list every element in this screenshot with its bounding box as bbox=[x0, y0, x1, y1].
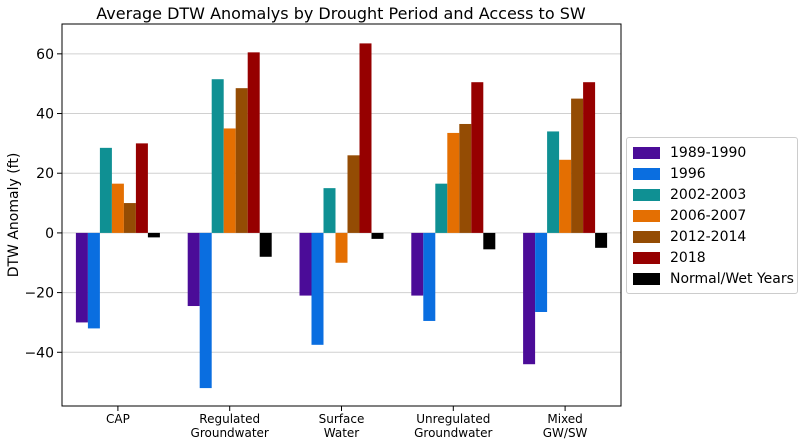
bar bbox=[199, 232, 212, 389]
bar bbox=[187, 232, 200, 307]
bar bbox=[123, 203, 136, 233]
legend-label: 1989-1990 bbox=[670, 144, 747, 161]
legend-swatch bbox=[633, 230, 660, 243]
bar bbox=[459, 123, 472, 233]
y-tick-label: 0 bbox=[45, 226, 54, 242]
bar bbox=[75, 232, 88, 323]
bar bbox=[135, 143, 148, 233]
bar bbox=[259, 232, 272, 257]
bar bbox=[547, 131, 560, 233]
y-tick-label: −20 bbox=[24, 286, 54, 302]
y-tick-label: −40 bbox=[24, 345, 54, 361]
bar bbox=[323, 188, 336, 233]
bar bbox=[447, 132, 460, 233]
legend-item: 1996 bbox=[633, 163, 791, 184]
y-tick-label: 60 bbox=[36, 47, 54, 63]
plot-frame bbox=[61, 23, 622, 407]
bar bbox=[359, 43, 372, 233]
bar bbox=[147, 232, 160, 238]
legend-swatch bbox=[633, 167, 660, 180]
legend-label: 2018 bbox=[670, 249, 706, 266]
bar bbox=[223, 128, 236, 233]
bar bbox=[99, 147, 112, 233]
bar bbox=[523, 232, 536, 365]
chart-title: Average DTW Anomalys by Drought Period a… bbox=[96, 4, 586, 23]
legend-label: 2006-2007 bbox=[670, 207, 747, 224]
bar bbox=[595, 232, 608, 248]
bar bbox=[87, 232, 100, 329]
bar bbox=[583, 82, 596, 233]
bar bbox=[535, 232, 548, 312]
bar bbox=[299, 232, 312, 296]
legend-swatch bbox=[633, 251, 660, 264]
bar bbox=[211, 79, 224, 233]
bar bbox=[311, 232, 324, 345]
legend-swatch bbox=[633, 146, 660, 159]
x-tick-label: Mixed GW/SW bbox=[543, 412, 588, 440]
legend-label: 1996 bbox=[670, 165, 706, 182]
bar bbox=[423, 232, 436, 321]
legend-swatch bbox=[633, 188, 660, 201]
bar bbox=[411, 232, 424, 296]
bar bbox=[247, 52, 260, 233]
x-tick-label: Unregulated Groundwater bbox=[414, 412, 492, 440]
bar bbox=[111, 183, 124, 233]
legend-item: 1989-1990 bbox=[633, 142, 791, 163]
bar bbox=[371, 232, 384, 239]
legend-label: 2002-2003 bbox=[670, 186, 747, 203]
bars bbox=[75, 43, 608, 389]
legend-item: 2002-2003 bbox=[633, 184, 791, 205]
legend-label: 2012-2014 bbox=[670, 228, 747, 245]
legend-item: Normal/Wet Years bbox=[633, 268, 794, 289]
bar bbox=[471, 82, 484, 233]
legend: 1989-1990 1996 2002-2003 2006-2007 2012-2014… bbox=[626, 137, 798, 294]
bar bbox=[235, 88, 248, 233]
bar bbox=[347, 155, 360, 233]
legend-swatch bbox=[633, 272, 660, 285]
legend-label: Normal/Wet Years bbox=[670, 270, 794, 287]
legend-item: 2012-2014 bbox=[633, 226, 791, 247]
x-ticks: CAP Regulated Groundwater Surface Water Unreg… bbox=[106, 406, 588, 440]
y-tick-label: 20 bbox=[36, 166, 54, 182]
y-ticks: −40 −20 0 20 40 60 bbox=[24, 47, 62, 361]
bar bbox=[435, 183, 448, 233]
bar bbox=[559, 159, 572, 233]
legend-item: 2006-2007 bbox=[633, 205, 791, 226]
y-tick-label: 40 bbox=[36, 107, 54, 123]
legend-swatch bbox=[633, 209, 660, 222]
bar bbox=[571, 98, 584, 233]
x-tick-label: CAP bbox=[106, 412, 130, 426]
x-tick-label: Surface Water bbox=[319, 412, 365, 440]
bar bbox=[483, 232, 496, 250]
bar bbox=[335, 232, 348, 263]
x-tick-label: Regulated Groundwater bbox=[191, 412, 269, 440]
legend-item: 2018 bbox=[633, 247, 791, 268]
y-axis-label: DTW Anomaly (ft) bbox=[6, 153, 22, 278]
